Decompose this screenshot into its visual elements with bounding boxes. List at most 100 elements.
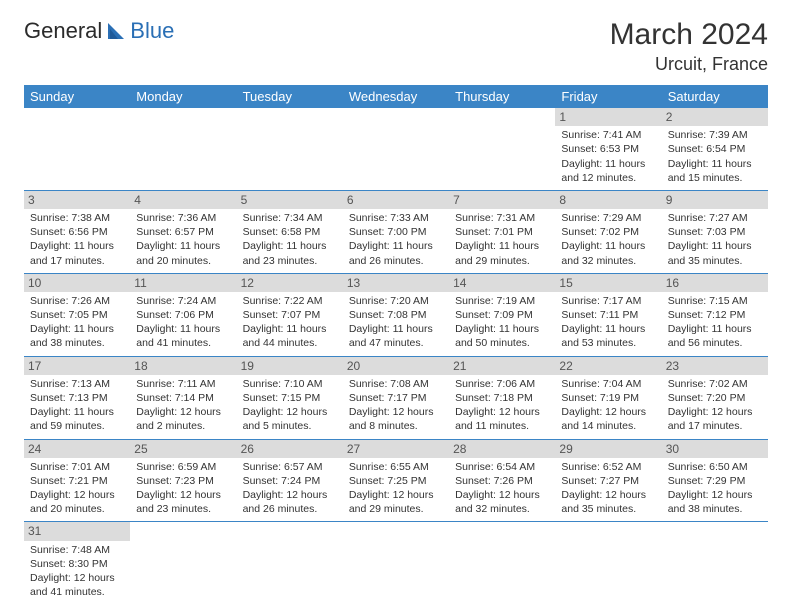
sail-icon bbox=[106, 21, 128, 41]
daylight-text: Daylight: 11 hours bbox=[30, 405, 124, 419]
sunrise-text: Sunrise: 7:27 AM bbox=[668, 211, 762, 225]
daylight-text: Daylight: 12 hours bbox=[30, 488, 124, 502]
sunset-text: Sunset: 7:05 PM bbox=[30, 308, 124, 322]
daylight-text: Daylight: 11 hours bbox=[243, 239, 337, 253]
calendar-row: 24Sunrise: 7:01 AMSunset: 7:21 PMDayligh… bbox=[24, 439, 768, 522]
daylight-text: Daylight: 11 hours bbox=[561, 322, 655, 336]
calendar-cell: 9Sunrise: 7:27 AMSunset: 7:03 PMDaylight… bbox=[662, 190, 768, 273]
daylight-text: Daylight: 12 hours bbox=[349, 405, 443, 419]
calendar-table: Sunday Monday Tuesday Wednesday Thursday… bbox=[24, 85, 768, 604]
sunset-text: Sunset: 6:58 PM bbox=[243, 225, 337, 239]
calendar-cell: 23Sunrise: 7:02 AMSunset: 7:20 PMDayligh… bbox=[662, 356, 768, 439]
sunset-text: Sunset: 7:29 PM bbox=[668, 474, 762, 488]
sunrise-text: Sunrise: 7:48 AM bbox=[30, 543, 124, 557]
daylight-text: Daylight: 11 hours bbox=[30, 239, 124, 253]
daylight-text: Daylight: 12 hours bbox=[30, 571, 124, 585]
daylight-text: and 50 minutes. bbox=[455, 336, 549, 350]
sunrise-text: Sunrise: 7:26 AM bbox=[30, 294, 124, 308]
calendar-cell: 20Sunrise: 7:08 AMSunset: 7:17 PMDayligh… bbox=[343, 356, 449, 439]
sunset-text: Sunset: 7:11 PM bbox=[561, 308, 655, 322]
sunrise-text: Sunrise: 7:04 AM bbox=[561, 377, 655, 391]
sunrise-text: Sunrise: 7:29 AM bbox=[561, 211, 655, 225]
daylight-text: and 47 minutes. bbox=[349, 336, 443, 350]
calendar-cell: 25Sunrise: 6:59 AMSunset: 7:23 PMDayligh… bbox=[130, 439, 236, 522]
calendar-cell: 4Sunrise: 7:36 AMSunset: 6:57 PMDaylight… bbox=[130, 190, 236, 273]
daylight-text: and 32 minutes. bbox=[561, 254, 655, 268]
daylight-text: and 29 minutes. bbox=[455, 254, 549, 268]
sunset-text: Sunset: 7:09 PM bbox=[455, 308, 549, 322]
day-number: 10 bbox=[24, 274, 130, 292]
daylight-text: Daylight: 12 hours bbox=[668, 405, 762, 419]
daylight-text: Daylight: 11 hours bbox=[136, 322, 230, 336]
day-number: 20 bbox=[343, 357, 449, 375]
calendar-row: 1Sunrise: 7:41 AMSunset: 6:53 PMDaylight… bbox=[24, 108, 768, 190]
weekday-header: Saturday bbox=[662, 85, 768, 108]
calendar-row: 10 Sunrise: 7:26 AMSunset: 7:05 PM Dayligh… bbox=[24, 273, 768, 356]
daylight-text: and 26 minutes. bbox=[243, 502, 337, 516]
calendar-cell bbox=[555, 522, 661, 604]
sunset-text: Sunset: 6:53 PM bbox=[561, 142, 655, 156]
location: Urcuit, France bbox=[610, 54, 768, 75]
daylight-text: Daylight: 11 hours bbox=[349, 322, 443, 336]
calendar-cell bbox=[449, 108, 555, 190]
day-number: 18 bbox=[130, 357, 236, 375]
day-number: 16 bbox=[662, 274, 768, 292]
calendar-row: 17Sunrise: 7:13 AMSunset: 7:13 PMDayligh… bbox=[24, 356, 768, 439]
sunrise-text: Sunrise: 7:02 AM bbox=[668, 377, 762, 391]
sunset-text: Sunset: 6:57 PM bbox=[136, 225, 230, 239]
day-number: 19 bbox=[237, 357, 343, 375]
day-number: 21 bbox=[449, 357, 555, 375]
daylight-text: Daylight: 12 hours bbox=[136, 488, 230, 502]
day-number: 25 bbox=[130, 440, 236, 458]
sunrise-text: Sunrise: 7:06 AM bbox=[455, 377, 549, 391]
day-number: 28 bbox=[449, 440, 555, 458]
sunset-text: Sunset: 7:26 PM bbox=[455, 474, 549, 488]
calendar-cell: 12Sunrise: 7:22 AMSunset: 7:07 PMDayligh… bbox=[237, 273, 343, 356]
sunset-text: Sunset: 6:54 PM bbox=[668, 142, 762, 156]
sunrise-text: Sunrise: 7:08 AM bbox=[349, 377, 443, 391]
title-block: March 2024 Urcuit, France bbox=[610, 18, 768, 75]
calendar-cell: 19Sunrise: 7:10 AMSunset: 7:15 PMDayligh… bbox=[237, 356, 343, 439]
sunrise-text: Sunrise: 7:34 AM bbox=[243, 211, 337, 225]
daylight-text: Daylight: 11 hours bbox=[136, 239, 230, 253]
daylight-text: and 8 minutes. bbox=[349, 419, 443, 433]
daylight-text: Daylight: 12 hours bbox=[349, 488, 443, 502]
day-number: 14 bbox=[449, 274, 555, 292]
header: General Blue March 2024 Urcuit, France bbox=[24, 18, 768, 75]
sunrise-text: Sunrise: 7:15 AM bbox=[668, 294, 762, 308]
calendar-cell bbox=[237, 522, 343, 604]
sunset-text: Sunset: 7:27 PM bbox=[561, 474, 655, 488]
sunrise-text: Sunrise: 7:36 AM bbox=[136, 211, 230, 225]
logo-text-general: General bbox=[24, 18, 102, 44]
calendar-cell: 2Sunrise: 7:39 AMSunset: 6:54 PMDaylight… bbox=[662, 108, 768, 190]
daylight-text: and 53 minutes. bbox=[561, 336, 655, 350]
daylight-text: Daylight: 12 hours bbox=[561, 405, 655, 419]
day-number: 22 bbox=[555, 357, 661, 375]
sunrise-text: Sunrise: 7:33 AM bbox=[349, 211, 443, 225]
day-number: 2 bbox=[662, 108, 768, 126]
daylight-text: and 23 minutes. bbox=[136, 502, 230, 516]
sunrise-text: Sunrise: 6:50 AM bbox=[668, 460, 762, 474]
daylight-text: and 44 minutes. bbox=[243, 336, 337, 350]
daylight-text: and 26 minutes. bbox=[349, 254, 443, 268]
daylight-text: and 35 minutes. bbox=[561, 502, 655, 516]
sunrise-text: Sunrise: 7:19 AM bbox=[455, 294, 549, 308]
sunset-text: Sunset: 7:21 PM bbox=[30, 474, 124, 488]
day-number: 9 bbox=[662, 191, 768, 209]
sunrise-text: Sunrise: 7:13 AM bbox=[30, 377, 124, 391]
daylight-text: and 14 minutes. bbox=[561, 419, 655, 433]
calendar-cell bbox=[130, 108, 236, 190]
calendar-cell: 28Sunrise: 6:54 AMSunset: 7:26 PMDayligh… bbox=[449, 439, 555, 522]
sunrise-text: Sunrise: 7:22 AM bbox=[243, 294, 337, 308]
daylight-text: and 38 minutes. bbox=[30, 336, 124, 350]
sunset-text: Sunset: 7:00 PM bbox=[349, 225, 443, 239]
daylight-text: and 5 minutes. bbox=[243, 419, 337, 433]
sunset-text: Sunset: 7:13 PM bbox=[30, 391, 124, 405]
daylight-text: and 17 minutes. bbox=[30, 254, 124, 268]
daylight-text: and 20 minutes. bbox=[136, 254, 230, 268]
daylight-text: and 41 minutes. bbox=[30, 585, 124, 599]
calendar-cell: 7Sunrise: 7:31 AMSunset: 7:01 PMDaylight… bbox=[449, 190, 555, 273]
sunset-text: Sunset: 7:03 PM bbox=[668, 225, 762, 239]
month-title: March 2024 bbox=[610, 18, 768, 52]
sunset-text: Sunset: 7:20 PM bbox=[668, 391, 762, 405]
